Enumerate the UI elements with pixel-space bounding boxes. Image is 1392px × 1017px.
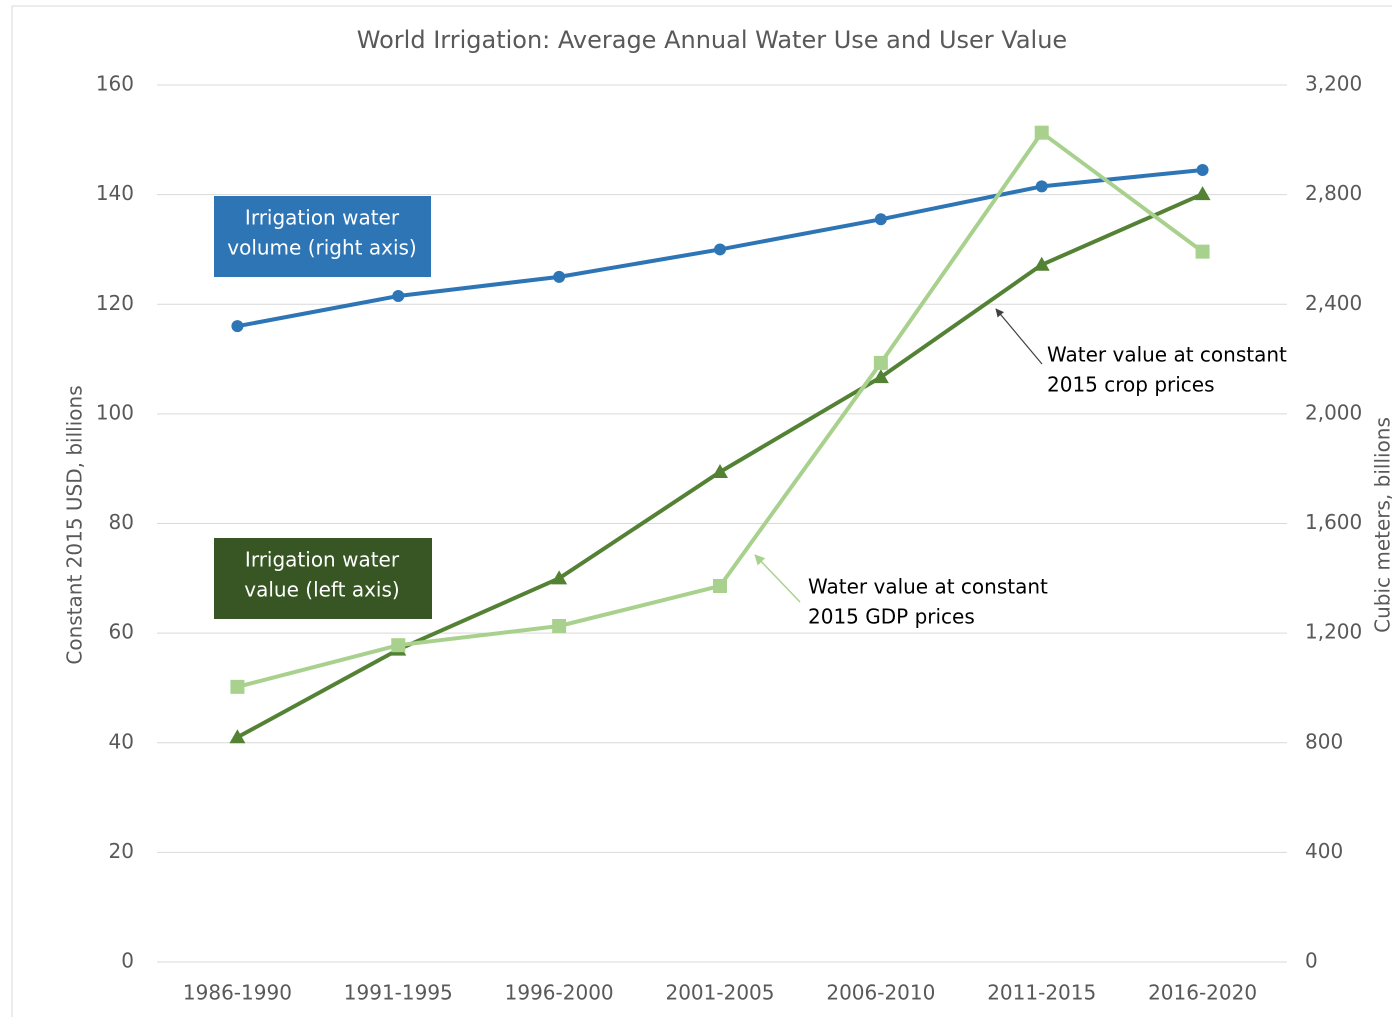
- y2-tick-label: 800: [1305, 729, 1343, 753]
- point: [714, 243, 726, 256]
- y-tick-label: 160: [96, 72, 134, 96]
- y2-tick-label: 1,200: [1305, 620, 1362, 644]
- point: [712, 463, 728, 478]
- annotation: volume (right axis): [227, 236, 416, 260]
- point: [552, 618, 567, 633]
- point: [551, 570, 568, 585]
- x-tick-label: 2001-2005: [665, 981, 774, 1005]
- x-tick-label: 1996-2000: [505, 981, 614, 1005]
- y2-tick-label: 2,400: [1305, 291, 1362, 315]
- point: [1194, 186, 1211, 201]
- point: [231, 320, 244, 333]
- x-tick-label: 2016-2020: [1148, 981, 1257, 1005]
- y-tick-label: 0: [121, 949, 134, 973]
- point: [392, 290, 405, 303]
- annotation: 2015 GDP prices: [808, 605, 975, 629]
- y-tick-label: 20: [109, 839, 134, 863]
- y-axis-title: Constant 2015 USD, billions: [63, 385, 87, 664]
- y-tick-label: 100: [96, 400, 134, 424]
- point: [874, 213, 887, 226]
- annotation: 2015 crop prices: [1047, 373, 1215, 397]
- y-tick-label: 80: [109, 510, 134, 534]
- y2-tick-label: 0: [1305, 949, 1318, 973]
- point: [229, 729, 246, 744]
- point: [713, 578, 727, 593]
- point: [1196, 163, 1209, 176]
- annotation: Water value at constant: [1047, 343, 1287, 367]
- point: [1195, 244, 1210, 259]
- point: [1035, 180, 1048, 193]
- legend-box: [214, 196, 431, 277]
- y2-tick-label: 3,200: [1305, 72, 1362, 96]
- y2-tick-label: 400: [1305, 839, 1343, 863]
- point: [1033, 256, 1050, 271]
- point: [1034, 125, 1049, 140]
- point: [872, 369, 889, 384]
- point: [230, 679, 245, 694]
- y2-tick-label: 1,600: [1305, 510, 1362, 534]
- annotation-arrow: [754, 554, 801, 603]
- annotation: Irrigation water: [245, 206, 400, 230]
- chart-title: World Irrigation: Average Annual Water U…: [357, 26, 1067, 54]
- x-tick-label: 1986-1990: [183, 981, 292, 1005]
- y-tick-label: 140: [96, 181, 134, 205]
- point: [391, 638, 406, 653]
- x-tick-label: 2006-2010: [826, 981, 935, 1005]
- annotation-arrow: [995, 308, 1043, 365]
- y-tick-label: 40: [109, 729, 134, 753]
- y-tick-label: 60: [109, 620, 134, 644]
- y2-tick-label: 2,000: [1305, 400, 1362, 424]
- annotation: value (left axis): [244, 578, 399, 602]
- y-tick-label: 120: [96, 291, 134, 315]
- y2-axis-title: Cubic meters, billions: [1371, 417, 1392, 633]
- x-tick-label: 2011-2015: [987, 981, 1096, 1005]
- annotation: Water value at constant: [808, 575, 1048, 599]
- x-tick-label: 1991-1995: [344, 981, 453, 1005]
- chart-frame: [11, 5, 1392, 1017]
- annotation: Irrigation water: [245, 548, 400, 572]
- point: [873, 355, 888, 370]
- point: [553, 270, 566, 283]
- legend-box: [214, 538, 432, 619]
- y2-tick-label: 2,800: [1305, 181, 1362, 205]
